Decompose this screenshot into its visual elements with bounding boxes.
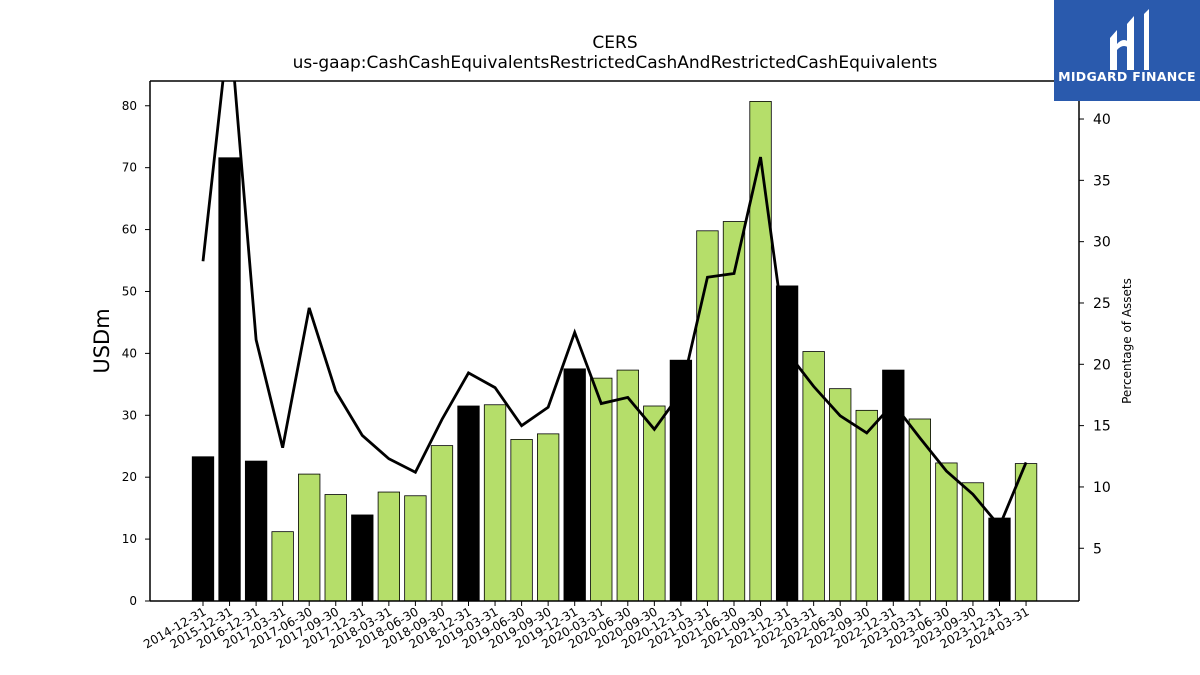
y2-tick-label: 40 bbox=[1093, 112, 1111, 128]
y2-tick-label: 35 bbox=[1093, 173, 1111, 189]
bar-2018-06-30 bbox=[404, 495, 427, 602]
y2-tick-label: 5 bbox=[1093, 541, 1102, 557]
y-tick-label: 0 bbox=[129, 594, 137, 608]
axes-layer: 010203040506070805101520253035402014-12-… bbox=[122, 80, 1111, 651]
bar-2017-09-30 bbox=[324, 494, 347, 602]
bar-2018-03-31 bbox=[377, 491, 401, 602]
y-tick-label: 10 bbox=[122, 532, 137, 546]
bar-2017-12-31 bbox=[351, 514, 374, 602]
percentage-line bbox=[201, 81, 1028, 529]
y2-tick-label: 20 bbox=[1093, 357, 1111, 373]
bar-2023-12-31 bbox=[988, 517, 1011, 602]
bar-2019-03-31 bbox=[483, 404, 507, 602]
y-tick-label: 70 bbox=[122, 161, 137, 175]
bar-2021-06-30 bbox=[722, 221, 746, 602]
bar-2017-06-30 bbox=[298, 473, 321, 602]
line-layer bbox=[201, 81, 1028, 529]
bar-2023-09-30 bbox=[961, 482, 985, 602]
y2-tick-label: 15 bbox=[1093, 419, 1111, 435]
bar-2020-12-31 bbox=[669, 359, 693, 602]
bar-2019-06-30 bbox=[510, 439, 533, 602]
y2-tick-label: 25 bbox=[1093, 296, 1111, 312]
bars-layer bbox=[191, 101, 1038, 602]
bar-2021-12-31 bbox=[775, 285, 799, 602]
bar-2021-09-30 bbox=[749, 101, 772, 602]
bar-2019-09-30 bbox=[537, 433, 560, 602]
y-tick-label: 50 bbox=[122, 284, 137, 298]
y-tick-label: 40 bbox=[122, 346, 137, 360]
bar-2024-03-31 bbox=[1014, 463, 1038, 602]
bar-2014-12-31 bbox=[191, 456, 215, 602]
bar-2020-09-30 bbox=[643, 405, 666, 602]
y-tick-label: 80 bbox=[122, 99, 137, 113]
bar-2016-12-31 bbox=[244, 460, 268, 602]
y2-tick-label: 10 bbox=[1093, 480, 1111, 496]
bar-2020-03-31 bbox=[590, 377, 613, 602]
bar-2021-03-31 bbox=[696, 230, 719, 602]
bar-2018-12-31 bbox=[457, 405, 480, 602]
brand-logo: MIDGARD FINANCE bbox=[1054, 0, 1200, 101]
bar-2023-06-30 bbox=[935, 462, 958, 602]
bar-2022-09-30 bbox=[855, 409, 878, 602]
y-axis-label: USDm bbox=[90, 308, 114, 373]
bar-2018-09-30 bbox=[430, 445, 454, 602]
bar-2022-03-31 bbox=[802, 351, 825, 602]
bar-2017-03-31 bbox=[271, 531, 294, 602]
y-tick-label: 60 bbox=[122, 223, 137, 237]
logo-mark-icon bbox=[1110, 9, 1149, 70]
chart-subtitle: us-gaap:CashCashEquivalentsRestrictedCas… bbox=[293, 53, 938, 73]
logo-text: MIDGARD FINANCE bbox=[1058, 69, 1196, 84]
chart-title: CERS bbox=[592, 33, 637, 53]
bar-2019-12-31 bbox=[563, 368, 586, 602]
bar-2015-12-31 bbox=[218, 157, 241, 602]
y-tick-label: 20 bbox=[122, 470, 137, 484]
y2-tick-label: 30 bbox=[1093, 235, 1111, 251]
y2-axis-label: Percentage of Assets bbox=[1120, 278, 1134, 404]
y-tick-label: 30 bbox=[122, 408, 137, 422]
